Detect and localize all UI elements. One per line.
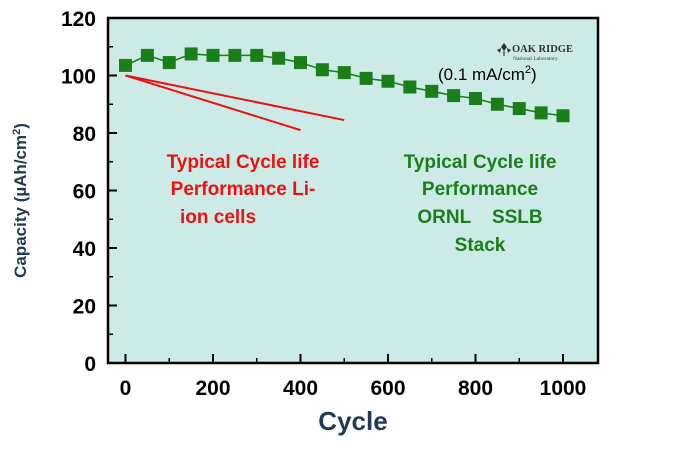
ornl-data-point	[359, 71, 373, 85]
ornl-annotation-line: ORNL SSLB	[417, 207, 542, 228]
x-tick-label: 1000	[540, 377, 587, 400]
li-ion-trend-line	[125, 74, 301, 132]
y-tick-label: 60	[73, 181, 96, 204]
ornl-data-point	[206, 48, 220, 62]
y-axis-title-end: )	[11, 123, 30, 129]
li-ion-annotation-line: ion cells	[180, 207, 256, 228]
ornl-data-point	[512, 102, 526, 116]
li-ion-annotation: Typical Cycle life Performance Li-ion cel…	[167, 152, 320, 228]
y-tick-label: 80	[73, 123, 96, 146]
li-ion-annotation-line: Performance Li-	[171, 179, 316, 200]
ornl-data-point	[556, 109, 570, 123]
ornl-data-point	[184, 47, 198, 61]
ornl-data-point	[337, 66, 351, 80]
ornl-annotation: Typical Cycle life Performance ORNL SSLB St…	[404, 152, 557, 256]
test-condition-text: (0.1 mA/cm	[438, 65, 525, 84]
ornl-data-point	[490, 97, 504, 111]
x-tick-label: 200	[195, 377, 230, 400]
x-tick-label: 600	[370, 377, 405, 400]
ornl-data-point	[403, 80, 417, 94]
ornl-annotation-line: Performance	[422, 179, 538, 200]
ornl-data-point	[119, 58, 132, 72]
x-tick-label: 0	[120, 377, 132, 400]
ornl-data-point	[425, 84, 439, 98]
x-tick-label: 800	[458, 377, 493, 400]
y-tick-label: 100	[61, 66, 96, 89]
y-axis-title-sup: 2	[11, 129, 23, 135]
y-axis-title: Capacity (µAh/cm2)	[11, 123, 30, 278]
x-axis-ticks: 0 200 400 600 800 1000	[120, 354, 587, 400]
li-ion-trend-line	[125, 74, 345, 122]
ornl-data-point	[272, 51, 286, 65]
test-condition-end: )	[531, 65, 537, 84]
ornl-data-point	[447, 89, 461, 103]
y-tick-label: 0	[84, 353, 96, 376]
logo-name: OAK RIDGE	[512, 44, 573, 55]
oak-ridge-logo: OAK RIDGE National Laboratory	[497, 43, 573, 62]
test-condition-label: (0.1 mA/cm2)	[438, 64, 537, 84]
y-axis-title-main: Capacity (µAh/cm	[11, 135, 30, 278]
y-axis-ticks: 0 20 40 60 80 100 120	[61, 8, 117, 376]
ornl-data-point	[534, 106, 548, 120]
ornl-data-point	[140, 48, 154, 62]
y-tick-label: 40	[73, 238, 96, 261]
ornl-data-point	[294, 56, 307, 70]
logo-subtitle: National Laboratory	[513, 56, 558, 62]
ornl-data-point	[228, 48, 242, 62]
test-condition-sup: 2	[525, 64, 531, 76]
li-ion-annotation-line: Typical Cycle life	[167, 152, 320, 173]
ornl-data-point	[469, 92, 482, 105]
ornl-annotation-line: Typical Cycle life	[404, 152, 557, 173]
y-tick-label: 20	[73, 296, 96, 319]
y-tick-label: 120	[61, 8, 96, 31]
ornl-annotation-line: Stack	[455, 235, 506, 256]
ornl-data-point	[162, 56, 176, 70]
ornl-data-point	[250, 48, 264, 62]
series-layer	[119, 47, 570, 132]
ornl-data-point	[381, 74, 395, 88]
ornl-data-point	[315, 63, 329, 77]
oak-leaf-icon	[497, 43, 511, 56]
x-tick-label: 400	[283, 377, 318, 400]
x-axis-title: Cycle	[318, 406, 387, 436]
